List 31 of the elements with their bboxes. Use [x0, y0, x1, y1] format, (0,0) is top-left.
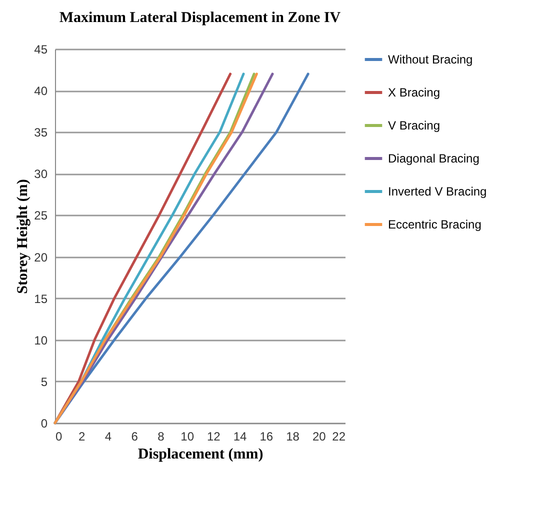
x-tick-label: 4 — [104, 430, 112, 444]
x-tick-label: 20 — [312, 430, 326, 444]
x-tick-label: 12 — [207, 430, 221, 444]
legend-label: Without Bracing — [388, 52, 473, 66]
legend-label: V Bracing — [388, 118, 440, 132]
y-tick-label: 5 — [40, 374, 48, 389]
y-axis-title: Storey Height (m) — [15, 179, 32, 294]
x-tick-label: 14 — [233, 430, 248, 444]
x-tick-label: 22 — [332, 430, 346, 444]
x-tick-label: 0 — [56, 430, 62, 444]
x-tick-label: 2 — [78, 430, 86, 444]
x-tick-label: 8 — [158, 430, 165, 444]
legend-label: Diagonal Bracing — [388, 152, 480, 166]
y-tick-label: 35 — [34, 126, 48, 140]
chart-title: Maximum Lateral Displacement in Zone IV — [59, 10, 341, 26]
x-tick-label: 6 — [131, 430, 138, 444]
x-tick-label: 10 — [180, 430, 194, 444]
legend-label: Eccentric Bracing — [388, 218, 482, 232]
x-axis-title: Displacement (mm) — [138, 446, 264, 462]
x-tick-label: 16 — [260, 430, 274, 444]
y-tick-label: 20 — [34, 250, 48, 264]
y-tick-label: 0 — [40, 416, 48, 430]
legend-label: X Bracing — [388, 86, 440, 100]
y-tick-label: 15 — [34, 292, 48, 306]
y-tick-label: 30 — [34, 167, 48, 182]
legend-label: Inverted V Bracing — [388, 184, 487, 198]
x-tick-label: 18 — [286, 430, 300, 444]
y-tick-label: 25 — [34, 208, 48, 223]
y-tick-label: 45 — [34, 42, 48, 56]
y-tick-label: 40 — [34, 84, 48, 98]
y-tick-label: 10 — [34, 333, 48, 348]
